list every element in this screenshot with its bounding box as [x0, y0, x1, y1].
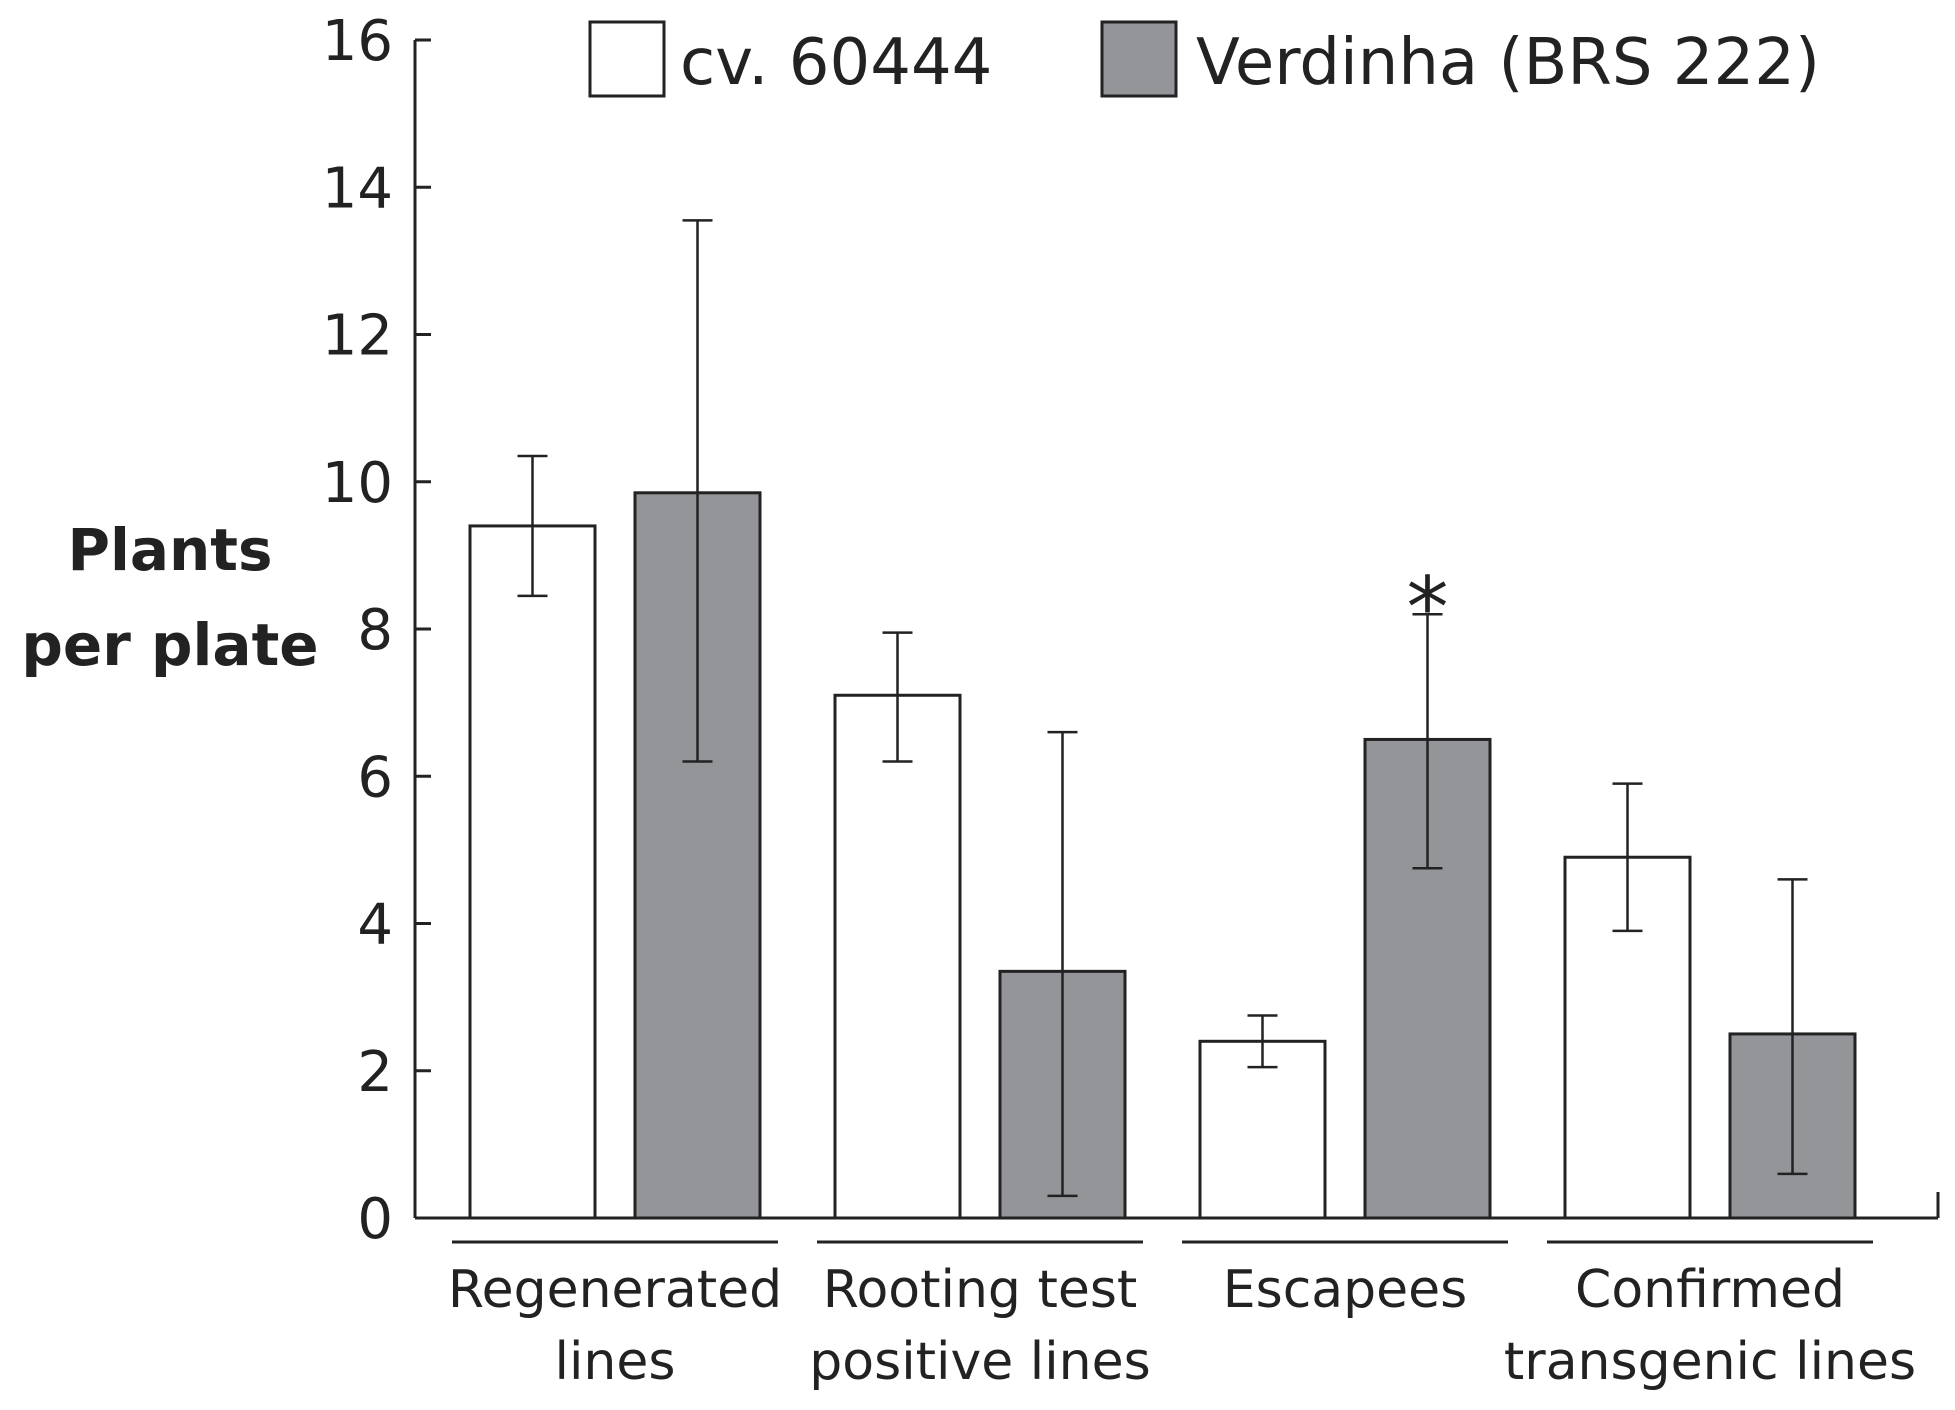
y-tick-label: 2 [357, 1040, 393, 1105]
y-tick-label: 4 [357, 893, 393, 958]
y-tick-label: 10 [322, 451, 393, 516]
y-tick-label: 12 [322, 304, 393, 369]
y-tick-label: 14 [322, 156, 393, 221]
y-axis-label-line-2: per plate [21, 611, 318, 679]
y-tick-label: 6 [357, 745, 393, 810]
axes: 0 2 4 6 8 10 12 14 16 [322, 9, 1940, 1252]
legend-swatch-cv-60444 [588, 20, 666, 98]
legend-label-verdinha: Verdinha (BRS 222) [1196, 26, 1820, 100]
category-label: Escapees [1223, 1260, 1468, 1320]
legend-label-cv-60444: cv. 60444 [680, 26, 992, 100]
category-label: Confirmed [1575, 1260, 1845, 1320]
y-tick-label: 8 [357, 598, 393, 663]
bar [1198, 1039, 1327, 1220]
y-tick-label: 0 [357, 1187, 393, 1252]
category-label: lines [555, 1332, 676, 1392]
category-labels: Regenerated lines Rooting test positive lin… [448, 1240, 1916, 1392]
bars-group: * [468, 219, 1857, 1220]
y-tick-label: 16 [322, 9, 393, 74]
category-label: transgenic lines [1504, 1332, 1916, 1392]
category-label: Rooting test [823, 1260, 1138, 1320]
bar [833, 693, 962, 1220]
significance-asterisk: * [1407, 558, 1449, 656]
category-label: Regenerated [448, 1260, 782, 1320]
legend-swatch-verdinha [1100, 20, 1178, 98]
bar [468, 524, 597, 1220]
y-axis-label-line-1: Plants [67, 516, 272, 584]
category-label: positive lines [809, 1332, 1150, 1392]
